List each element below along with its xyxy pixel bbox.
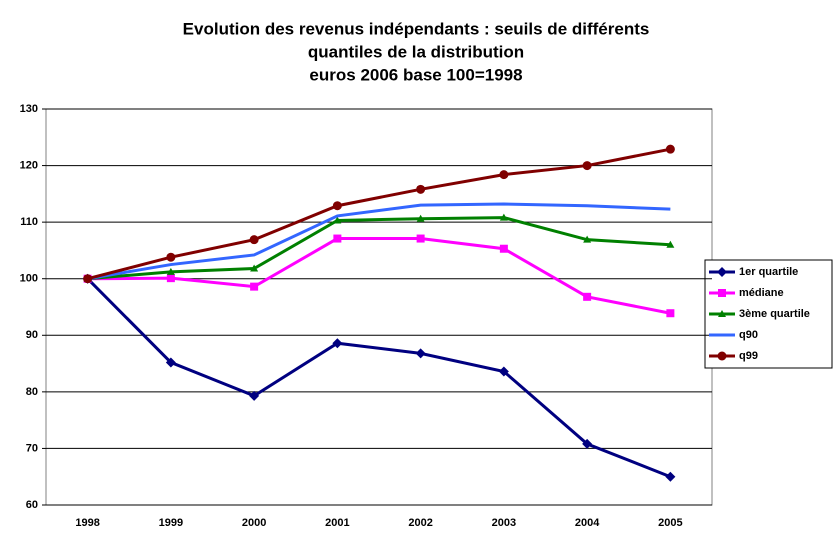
- y-tick-label: 100: [20, 273, 38, 285]
- legend-label: médiane: [739, 287, 784, 299]
- y-tick-label: 90: [26, 329, 38, 341]
- legend-label: q99: [739, 350, 758, 362]
- plot-area: [45, 108, 713, 506]
- marker: [666, 240, 675, 248]
- legend-marker: [718, 289, 726, 297]
- marker: [582, 438, 593, 449]
- marker: [166, 267, 175, 275]
- series-line: [86, 277, 671, 479]
- x-tick-label: 1998: [75, 517, 99, 529]
- x-tick-label: 2001: [325, 517, 349, 529]
- marker: [665, 471, 676, 482]
- marker: [665, 144, 675, 154]
- marker: [499, 244, 508, 253]
- y-tick-label: 60: [26, 499, 38, 511]
- chart-title: Evolution des revenus indépendants : seu…: [183, 19, 650, 38]
- marker: [250, 282, 259, 291]
- marker: [416, 234, 425, 243]
- legend-label: q90: [739, 329, 758, 341]
- series-line: [87, 216, 671, 281]
- y-tick-label: 130: [20, 103, 38, 115]
- marker: [250, 264, 259, 272]
- marker: [249, 390, 260, 401]
- marker: [249, 235, 259, 245]
- x-tick-label: 2000: [242, 517, 266, 529]
- marker: [499, 213, 508, 221]
- marker: [666, 309, 675, 318]
- series-line: [87, 147, 671, 281]
- marker: [332, 201, 342, 211]
- y-tick-label: 120: [20, 159, 38, 171]
- marker: [83, 274, 93, 284]
- x-tick-label: 1999: [159, 517, 183, 529]
- series-line: [87, 237, 671, 315]
- marker: [498, 366, 509, 377]
- marker: [416, 214, 425, 222]
- legend-marker: [717, 351, 727, 361]
- legend-marker: [717, 267, 727, 277]
- marker: [166, 274, 175, 283]
- marker: [333, 234, 342, 243]
- x-tick-label: 2002: [408, 517, 432, 529]
- y-tick-label: 70: [26, 442, 38, 454]
- marker: [583, 235, 592, 243]
- marker: [332, 338, 343, 349]
- legend-marker: [718, 310, 726, 317]
- x-tick-label: 2004: [575, 517, 600, 529]
- legend-label: 1er quartile: [739, 266, 798, 278]
- marker: [499, 170, 509, 180]
- marker: [166, 252, 176, 262]
- y-tick-label: 110: [20, 216, 38, 228]
- series-line: [87, 202, 671, 281]
- x-tick-label: 2003: [492, 517, 516, 529]
- marker: [415, 348, 426, 359]
- marker: [165, 357, 176, 368]
- marker: [583, 292, 592, 301]
- y-tick-label: 80: [26, 386, 38, 398]
- legend-label: 3ème quartile: [739, 308, 810, 320]
- marker: [333, 216, 342, 224]
- marker: [416, 184, 426, 194]
- chart-title: euros 2006 base 100=1998: [309, 65, 522, 84]
- chart-title: quantiles de la distribution: [308, 42, 524, 61]
- x-tick-label: 2005: [658, 517, 682, 529]
- marker: [582, 161, 592, 171]
